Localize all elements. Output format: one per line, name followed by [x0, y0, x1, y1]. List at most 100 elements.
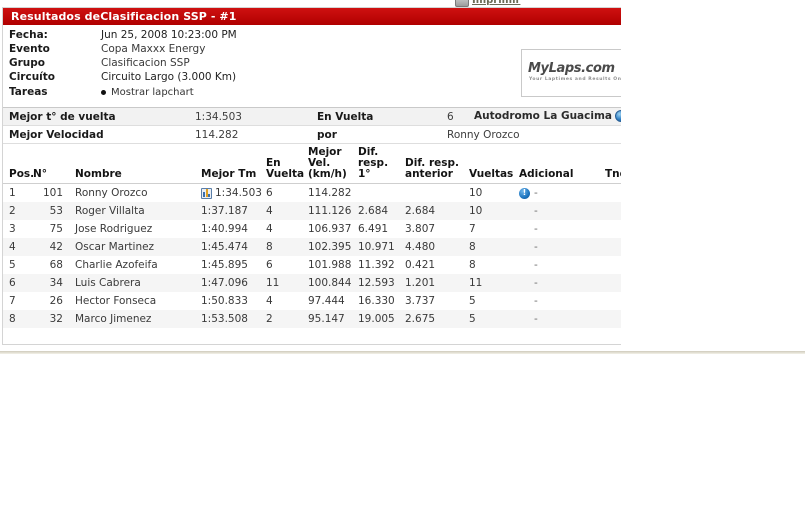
- cell-on-lap: 4: [264, 202, 306, 220]
- best-time-value: 1:45.895: [201, 259, 248, 271]
- mylaps-logo[interactable]: MyLaps.com Your Laptimes and Results Onl…: [521, 49, 621, 97]
- additional-value: -: [534, 187, 538, 199]
- meta-label-grupo: Grupo: [9, 57, 46, 69]
- results-card: Resultados deClasificacion SSP - #1 Fech…: [2, 7, 621, 345]
- cell-on-lap: 8: [264, 238, 306, 256]
- cell-number: 68: [33, 256, 63, 274]
- table-row[interactable]: 6 34 Luis Cabrera 1:47.096 11 100.844 12.593 1.…: [3, 274, 621, 292]
- additional-value: -: [534, 241, 538, 253]
- cell-diff-first: 2.684: [356, 202, 403, 220]
- col-header-name[interactable]: Nombre: [63, 144, 199, 184]
- best-time-value: 1:47.096: [201, 277, 248, 289]
- print-link[interactable]: Imprimir: [455, 0, 520, 7]
- cell-best-speed: 102.395: [306, 238, 356, 256]
- cell-pos: 2: [3, 202, 33, 220]
- meta-value-circuito: Circuito Largo (3.000 Km): [101, 71, 237, 83]
- cell-best-speed: 111.126: [306, 202, 356, 220]
- page-title: Resultados deClasificacion SSP - #1: [11, 10, 237, 23]
- cell-laps: 5: [467, 310, 517, 328]
- mylaps-wordmark: MyLaps.com: [528, 61, 615, 76]
- cell-name: Ronny Orozco: [63, 183, 199, 202]
- summary-value-on-lap: 6: [447, 110, 454, 123]
- cell-diff-first: 11.392: [356, 256, 403, 274]
- cell-diff-first: 6.491: [356, 220, 403, 238]
- cell-best-time: 1:50.833: [199, 292, 264, 310]
- cell-best-time: 1:53.508: [199, 310, 264, 328]
- bullet-icon: [101, 89, 106, 95]
- cell-laps: 8: [467, 238, 517, 256]
- col-header-diff-first[interactable]: Dif. resp. 1°: [356, 144, 403, 184]
- meta-row-fecha: Fecha: Jun 25, 2008 10:23:00 PM: [3, 28, 621, 42]
- additional-value: -: [534, 295, 538, 307]
- cell-additional: -: [517, 202, 603, 220]
- cell-best-time: 1:45.895: [199, 256, 264, 274]
- summary-label-best-lap: Mejor t° de vuelta: [9, 110, 116, 123]
- venue-line: Autodromo La Guacima: [474, 110, 621, 122]
- col-header-best-speed[interactable]: Mejor Vel. (km/h): [306, 144, 356, 184]
- cell-laps: 11: [467, 274, 517, 292]
- cell-pos: 4: [3, 238, 33, 256]
- cell-number: 75: [33, 220, 63, 238]
- col-header-best-time[interactable]: Mejor Tm: [199, 144, 264, 184]
- meta-value-grupo: Clasificacion SSP: [101, 57, 190, 69]
- col-header-laps[interactable]: Vueltas: [467, 144, 517, 184]
- cell-best-time: 1:45.474: [199, 238, 264, 256]
- cell-diff-first: [356, 183, 403, 202]
- summary-value-best-speed: 114.282: [195, 128, 239, 141]
- cell-laps: 5: [467, 292, 517, 310]
- table-row[interactable]: 3 75 Jose Rodriguez 1:40.994 4 106.937 6.491 3.…: [3, 220, 621, 238]
- lapchart-icon[interactable]: [201, 187, 212, 199]
- cell-best-time: 1:40.994: [199, 220, 264, 238]
- best-time-value: 1:34.503: [215, 187, 262, 199]
- cell-name: Marco Jimenez: [63, 310, 199, 328]
- summary-row-best-lap: Mejor t° de vuelta 1:34.503 En Vuelta 6: [3, 108, 621, 126]
- cell-number: 53: [33, 202, 63, 220]
- cell-best-speed: 114.282: [306, 183, 356, 202]
- cell-best-time: 1:37.187: [199, 202, 264, 220]
- col-header-on-lap[interactable]: En Vuelta: [264, 144, 306, 184]
- cell-diff-prev: 1.201: [403, 274, 467, 292]
- show-lapchart-link[interactable]: Mostrar lapchart: [111, 86, 194, 98]
- meta-value-fecha: Jun 25, 2008 10:23:00 PM: [101, 29, 237, 41]
- summary-row-best-speed: Mejor Velocidad 114.282 por Ronny Orozco: [3, 126, 621, 144]
- cell-number: 34: [33, 274, 63, 292]
- venue-label: Autodromo La Guacima: [473, 110, 612, 122]
- table-row[interactable]: 7 26 Hector Fonseca 1:50.833 4 97.444 16.330 3.…: [3, 292, 621, 310]
- cell-additional: -: [517, 238, 603, 256]
- col-header-pos[interactable]: Pos.: [3, 144, 34, 184]
- cell-diff-prev: 2.684: [403, 202, 467, 220]
- info-icon[interactable]: [519, 187, 530, 199]
- table-row[interactable]: 5 68 Charlie Azofeifa 1:45.895 6 101.988 11.39…: [3, 256, 621, 274]
- col-header-additional[interactable]: Adicional: [517, 144, 603, 184]
- cell-name: Luis Cabrera: [63, 274, 199, 292]
- additional-value: -: [534, 223, 538, 235]
- cell-tnet: [603, 183, 621, 202]
- meta-value-evento: Copa Maxxx Energy: [101, 43, 206, 55]
- printer-icon: [455, 0, 469, 7]
- additional-value: -: [534, 277, 538, 289]
- cell-best-speed: 106.937: [306, 220, 356, 238]
- cell-tnet: [603, 292, 621, 310]
- cell-tnet: [603, 202, 621, 220]
- table-row[interactable]: 2 53 Roger Villalta 1:37.187 4 111.126 2.684 2.…: [3, 202, 621, 220]
- results-title-bar: Resultados deClasificacion SSP - #1: [3, 8, 621, 25]
- cell-name: Oscar Martinez: [63, 238, 199, 256]
- cell-number: 32: [33, 310, 63, 328]
- table-row[interactable]: 8 32 Marco Jimenez 1:53.508 2 95.147 19.005 2.6…: [3, 310, 621, 328]
- cell-diff-first: 12.593: [356, 274, 403, 292]
- col-header-tnet[interactable]: Tnet: [603, 144, 621, 184]
- additional-value: -: [534, 313, 538, 325]
- col-header-diff-prev[interactable]: Dif. resp. anterior: [403, 144, 467, 184]
- table-row[interactable]: 4 42 Oscar Martinez 1:45.474 8 102.395 10.971 4…: [3, 238, 621, 256]
- meta-label-evento: Evento: [9, 43, 50, 55]
- mylaps-tagline: Your Laptimes and Results Online: [529, 77, 621, 83]
- col-header-number[interactable]: N°: [33, 144, 63, 184]
- cell-laps: 10: [467, 202, 517, 220]
- cell-tnet: [603, 220, 621, 238]
- cell-tnet: [603, 310, 621, 328]
- cell-name: Roger Villalta: [63, 202, 199, 220]
- cell-best-speed: 95.147: [306, 310, 356, 328]
- print-link-label: Imprimir: [472, 0, 521, 6]
